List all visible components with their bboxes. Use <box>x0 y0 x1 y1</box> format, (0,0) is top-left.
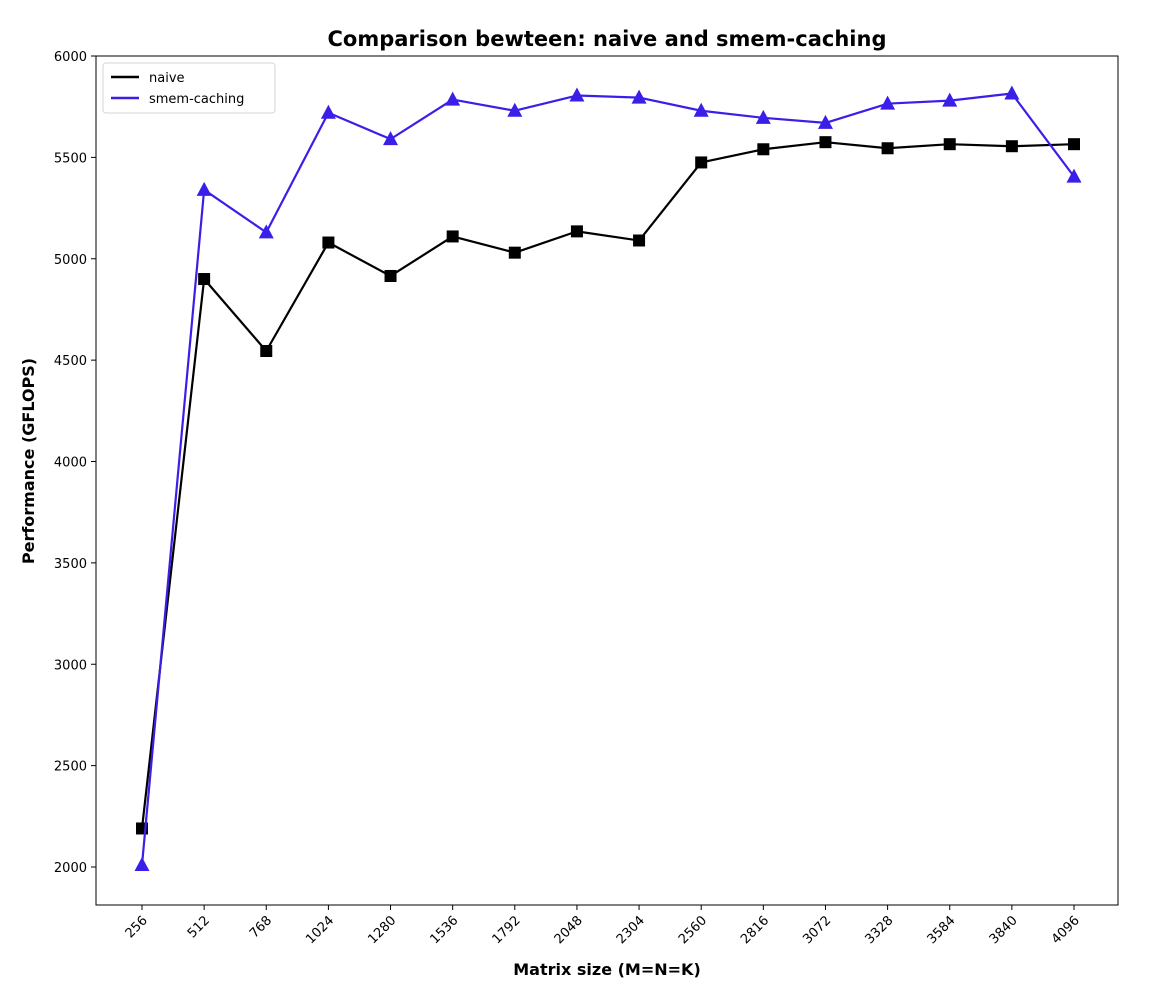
x-tick-label: 3328 <box>862 913 896 947</box>
data-point-marker <box>942 92 958 107</box>
data-point-marker <box>755 109 771 124</box>
data-point-marker <box>817 114 833 129</box>
y-tick-label: 2500 <box>54 760 87 775</box>
series-line-smem-caching <box>140 92 1075 866</box>
data-point-marker <box>445 91 461 106</box>
y-tick-label: 4500 <box>54 354 87 369</box>
data-point-marker <box>570 225 583 238</box>
x-tick-label: 512 <box>185 913 213 941</box>
data-point-marker <box>569 87 585 102</box>
chart-title: Comparison bewteen: naive and smem-cachi… <box>328 27 887 51</box>
data-point-marker <box>693 102 709 117</box>
data-point-marker <box>695 156 708 169</box>
x-tick-label: 1024 <box>303 913 337 947</box>
x-tick-label: 1280 <box>365 913 399 947</box>
y-axis-title: Performance (GFLOPS) <box>19 358 38 564</box>
data-point-marker <box>134 856 150 871</box>
data-point-marker <box>198 273 211 286</box>
data-point-marker <box>943 138 956 151</box>
x-tick-label: 2560 <box>676 913 710 947</box>
plot-area: 2000 2500 3000 3500 4000 4500 5000 5500 6000 256 5… <box>54 50 1119 947</box>
data-point-marker <box>880 95 896 110</box>
y-tick-label: 4000 <box>54 456 87 471</box>
data-point-marker <box>384 269 397 282</box>
legend-label-naive: naive <box>149 71 185 86</box>
data-point-marker <box>196 181 212 196</box>
data-point-marker <box>507 102 523 117</box>
legend: naive smem-caching <box>102 62 276 114</box>
x-tick-label: 2304 <box>614 913 648 947</box>
axes-frame <box>95 55 1119 906</box>
data-point-marker <box>508 246 521 259</box>
data-point-marker <box>1066 168 1082 183</box>
data-point-marker <box>631 89 647 104</box>
data-point-marker <box>383 131 399 146</box>
x-tick-label: 4096 <box>1049 913 1083 947</box>
x-tick-label: 3584 <box>925 913 959 947</box>
y-tick-label: 6000 <box>54 50 87 65</box>
x-axis-title: Matrix size (M=N=K) <box>513 960 701 979</box>
y-tick-label: 5000 <box>54 253 87 268</box>
x-tick-label: 1792 <box>490 913 524 947</box>
data-point-marker <box>1068 138 1080 151</box>
data-point-marker <box>1004 85 1020 100</box>
data-point-marker <box>320 104 336 119</box>
x-tick-label: 2816 <box>738 913 772 947</box>
data-point-marker <box>1005 140 1018 153</box>
x-tick-label: 2048 <box>552 913 586 947</box>
data-point-marker <box>633 234 646 247</box>
legend-box <box>102 62 276 114</box>
y-tick-label: 3000 <box>54 658 87 673</box>
y-tick-label: 3500 <box>54 557 87 572</box>
y-tick-label: 2000 <box>54 861 87 876</box>
legend-label-smem-caching: smem-caching <box>149 92 244 107</box>
y-tick-label: 5500 <box>54 151 87 166</box>
data-point-marker <box>881 142 894 155</box>
x-tick-label: 3840 <box>987 913 1021 947</box>
data-point-marker <box>819 136 832 149</box>
series-line-naive <box>140 141 1075 829</box>
data-point-marker <box>757 143 770 156</box>
x-tick-label: 3072 <box>800 913 834 947</box>
data-point-marker <box>258 224 274 239</box>
data-point-marker <box>260 345 273 358</box>
x-tick-label: 768 <box>247 913 275 941</box>
x-tick-label: 1536 <box>427 913 461 947</box>
data-point-marker <box>322 236 335 249</box>
data-point-marker <box>446 230 459 243</box>
x-tick-label: 256 <box>123 913 151 941</box>
